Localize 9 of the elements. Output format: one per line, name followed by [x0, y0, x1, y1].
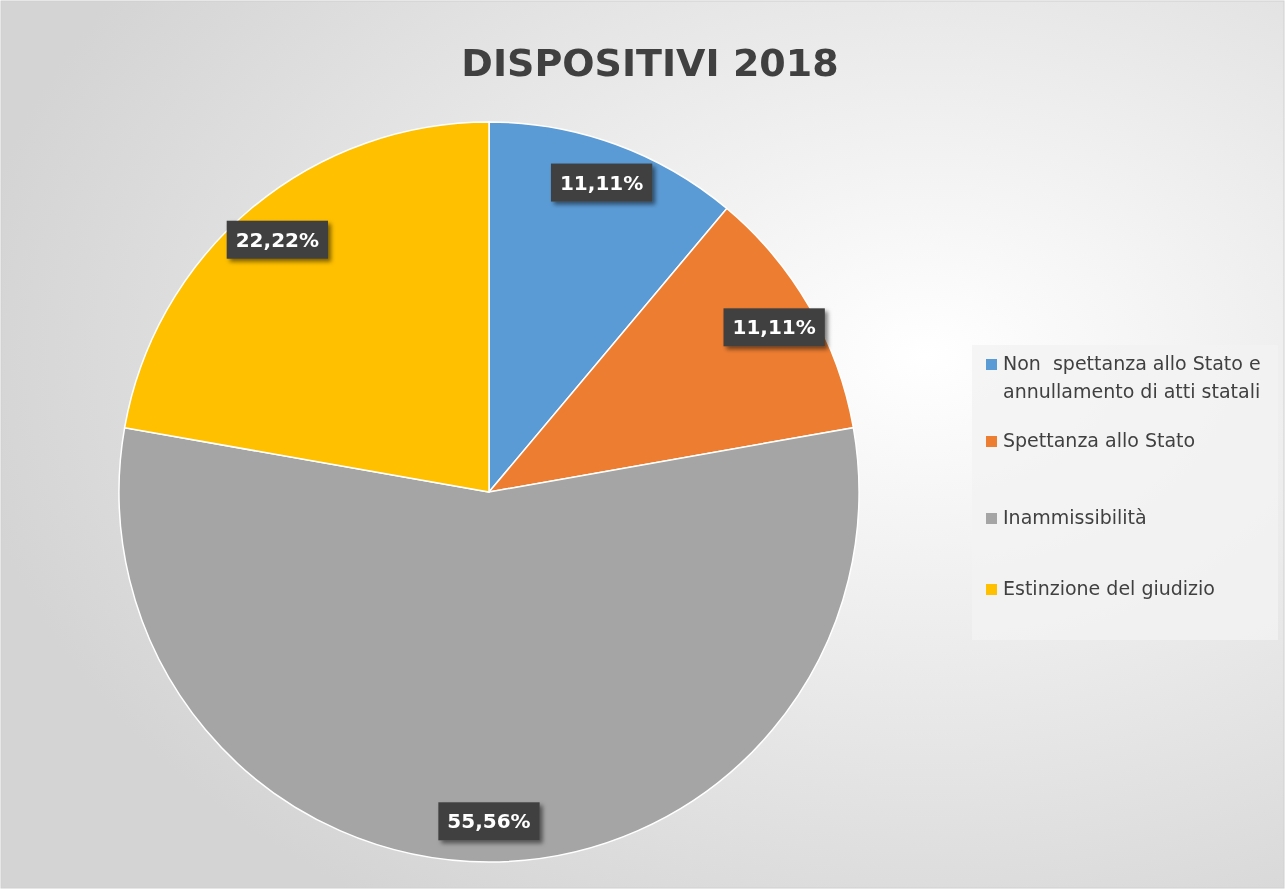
data-label: 11,11%	[732, 315, 816, 340]
legend-label: Spettanza allo Stato	[1003, 429, 1196, 451]
data-label: 55,56%	[447, 809, 531, 834]
data-label: 11,11%	[559, 170, 644, 195]
legend-label: Non spettanza allo Stato e annullamento di atti statali	[1003, 352, 1261, 402]
data-label: 22,22%	[235, 227, 319, 252]
chart-title: DISPOSITIVI 2018	[461, 41, 839, 85]
slice-label: Inammissibilità	[1003, 506, 1147, 528]
legend-label: Estinzione del giudizio	[1003, 577, 1215, 599]
